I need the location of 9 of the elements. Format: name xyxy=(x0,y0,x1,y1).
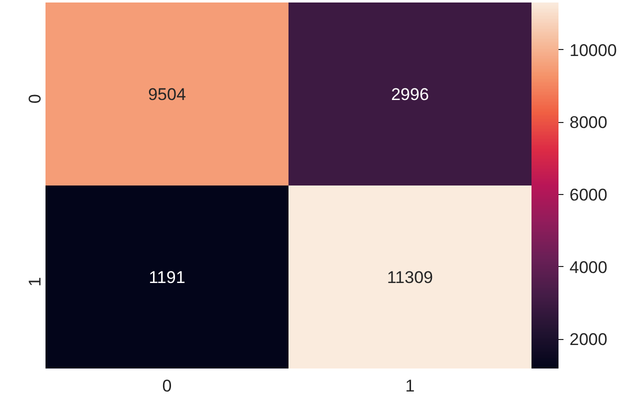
color-bar-label: 4000 xyxy=(570,258,608,277)
data-label: 2996 xyxy=(391,85,429,104)
color-bar-label: 6000 xyxy=(570,186,608,205)
color-bar-label: 10000 xyxy=(570,40,617,60)
data-label: 1191 xyxy=(148,268,186,287)
data-label: 11309 xyxy=(386,268,434,287)
data-label: 9504 xyxy=(148,85,186,104)
color-bar-label: 8000 xyxy=(570,113,608,132)
color-bar-label: 2000 xyxy=(570,330,608,350)
